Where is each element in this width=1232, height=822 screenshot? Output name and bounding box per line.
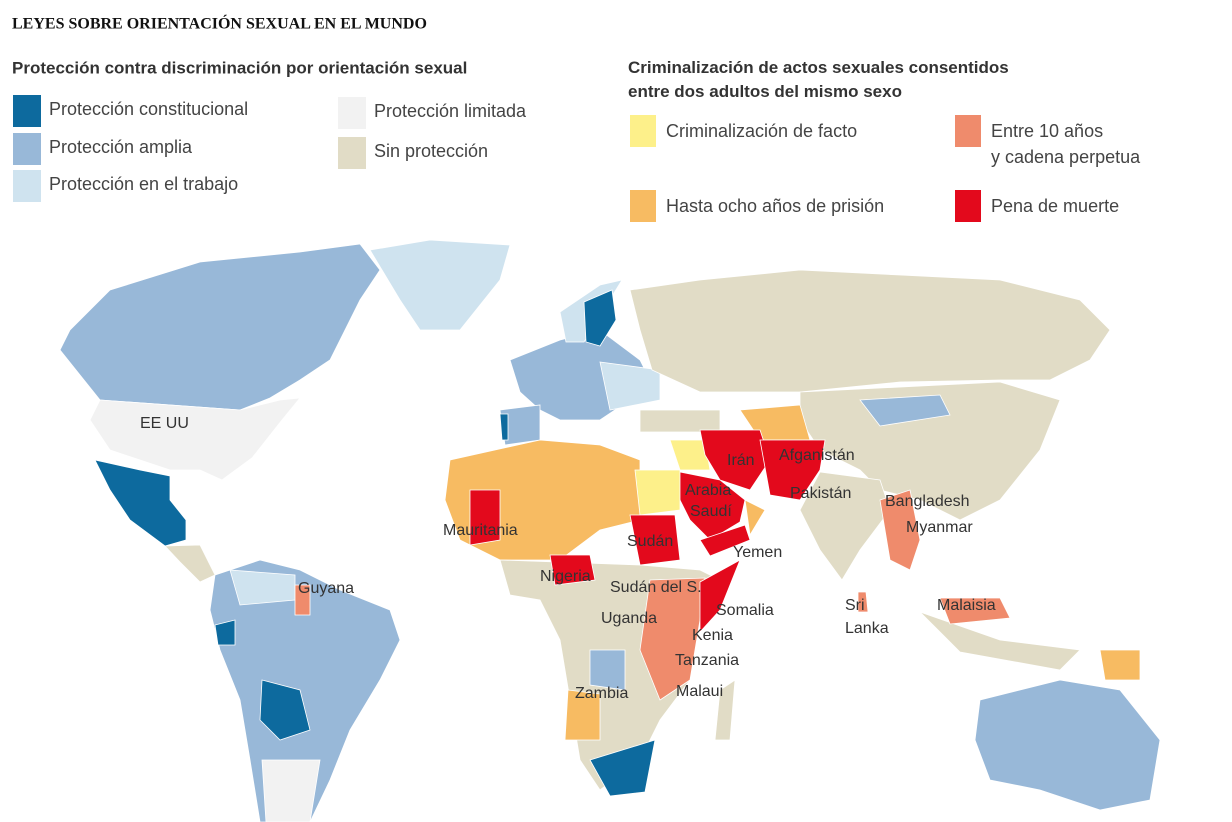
country-shape [634,469,681,516]
map-label: Uganda [601,610,657,627]
map-label: Afganistán [779,447,855,464]
map-label: Pakistán [790,485,851,502]
country-shape [209,559,401,822]
legend-swatch [13,95,41,127]
legend-label: Protección limitada [374,101,527,121]
map-label: Arabia Saudí [685,482,732,520]
legend-swatch [955,115,981,147]
map-label: Mauritania [443,522,518,539]
country-shape [669,439,711,471]
country-shape [469,489,501,546]
country-shape [214,619,236,646]
country-shape [639,409,721,433]
country-shape [259,679,311,741]
country-shape [974,679,1161,811]
legend-title-line: Criminalización de actos sexuales consen… [628,58,1009,77]
map-label: Malaui [676,683,723,700]
map-label: Nigeria [540,568,591,585]
map-labels: EE UU Mauritania Guyana Nigeria Sudán Su… [140,415,996,702]
legend-swatch [630,115,656,147]
country-shape [549,554,596,586]
legend-swatch [955,190,981,222]
map-label: Irán [727,452,755,469]
country-shape [759,439,826,501]
legend-label: Criminalización de facto [666,121,857,141]
country-shape [1099,649,1141,681]
legend-swatch [13,170,41,202]
map-label: EE UU [140,415,189,432]
country-shape [629,269,1111,393]
legend-label: Protección amplia [49,137,193,157]
map-label: Tanzania [675,652,739,669]
map-label: Kenia [692,627,733,644]
legend-label-line: Pena de muerte [991,196,1119,216]
country-shape [583,289,617,347]
legend-swatch [338,137,366,169]
country-shape [369,239,511,331]
country-shape [799,471,891,581]
map-label: Sudán [627,533,673,550]
world-map [59,239,1161,822]
country-shape [879,489,921,571]
country-shape [294,584,311,616]
legend-title: Protección contra discriminación por ori… [12,58,467,77]
country-shape [857,591,869,613]
country-shape [89,397,301,481]
legend-label: Protección constitucional [49,99,248,119]
country-shape [639,577,706,701]
country-shape [599,361,661,411]
map-label: Guyana [298,580,354,597]
legend-label-line: y cadena perpetua [991,147,1141,167]
country-shape [859,394,951,427]
country-shape [261,759,321,822]
country-shape [59,243,381,411]
country-shape [744,499,766,537]
legend-label: Entre 10 años y cadena perpetua [991,121,1141,167]
legend-label: Sin protección [374,141,488,161]
country-shape [939,597,1011,625]
map-label: Malaisia [937,597,996,614]
legend-title: Criminalización de actos sexuales consen… [628,58,1013,101]
map-label: Bangladesh [885,493,970,510]
legend-label: Protección en el trabajo [49,174,238,194]
legend-label-line: Criminalización de facto [666,121,857,141]
map-label: Sudán del S. [610,579,702,596]
country-shape [589,739,656,797]
country-shape [714,679,736,741]
country-shape [699,559,741,634]
legend-swatch [630,190,656,222]
map-label: Zambia [575,685,628,702]
country-shape [919,611,1081,671]
legend-label-line: Entre 10 años [991,121,1103,141]
country-shape [229,569,296,606]
country-shape [564,689,601,741]
country-shape [699,524,751,557]
map-label: Sri Lanka [845,597,889,637]
country-shape [699,429,771,491]
map-label: Somalia [716,602,774,619]
legend-title-line: entre dos adultos del mismo sexo [628,82,902,101]
map-label: Myanmar [906,519,973,536]
country-shape [589,649,626,691]
legend: Protección constitucional Protección ampl… [13,95,1141,222]
country-shape [94,459,187,547]
legend-label: Hasta ocho años de prisión [666,196,884,216]
legend-swatch [338,97,366,129]
country-shape [499,413,509,441]
map-label: Yemen [733,544,782,561]
legend-label: Pena de muerte [991,196,1119,216]
legend-label-line: Hasta ocho años de prisión [666,196,884,216]
legend-swatch [13,133,41,165]
title: LEYES SOBRE ORIENTACIÓN SEXUAL EN EL MUN… [12,14,427,33]
country-shape [164,544,216,583]
country-shape [629,514,681,566]
